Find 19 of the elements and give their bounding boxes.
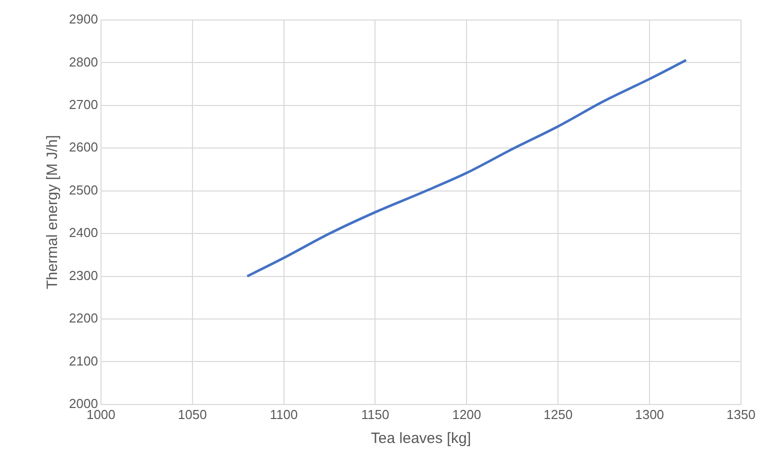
y-tick-label: 2900 — [69, 12, 98, 27]
x-tick-label: 1100 — [270, 406, 298, 422]
line-series — [246, 58, 688, 278]
y-axis-title: Thermal energy [M J/h] — [44, 135, 62, 290]
x-tick-label: 1350 — [726, 406, 756, 422]
x-tick-label: 1200 — [452, 406, 482, 422]
x-tick-label: 1050 — [178, 406, 207, 422]
x-tick-label: 1150 — [361, 406, 390, 422]
y-tick-label: 2700 — [69, 97, 98, 112]
y-tick-label: 2500 — [69, 182, 98, 198]
y-tick-label: 2400 — [69, 225, 98, 240]
y-tick-label: 2100 — [69, 353, 98, 368]
y-tick-label: 2200 — [69, 310, 98, 326]
y-tick-label: 2300 — [69, 268, 98, 283]
x-tick-label: 1250 — [544, 406, 573, 422]
x-axis-title: Tea leaves [kg] — [370, 430, 471, 448]
y-tick-label: 2800 — [69, 54, 98, 70]
x-tick-label: 1300 — [635, 406, 664, 422]
y-tick-label: 2600 — [69, 140, 98, 155]
